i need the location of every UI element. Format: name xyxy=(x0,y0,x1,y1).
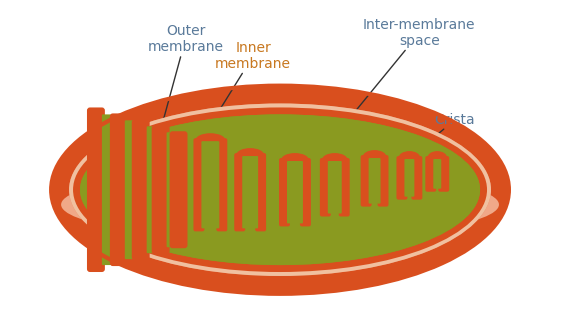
Ellipse shape xyxy=(69,103,491,276)
FancyBboxPatch shape xyxy=(397,156,407,200)
FancyBboxPatch shape xyxy=(202,141,219,228)
FancyBboxPatch shape xyxy=(287,161,303,223)
Ellipse shape xyxy=(398,151,421,165)
Text: Crista: Crista xyxy=(391,113,474,173)
Ellipse shape xyxy=(73,108,487,272)
FancyBboxPatch shape xyxy=(368,158,380,204)
FancyBboxPatch shape xyxy=(242,156,258,228)
FancyBboxPatch shape xyxy=(405,159,414,197)
FancyBboxPatch shape xyxy=(360,155,371,207)
FancyBboxPatch shape xyxy=(167,132,185,247)
FancyBboxPatch shape xyxy=(279,158,290,226)
Ellipse shape xyxy=(80,115,480,265)
FancyBboxPatch shape xyxy=(438,156,449,192)
Ellipse shape xyxy=(427,151,447,165)
FancyBboxPatch shape xyxy=(339,158,350,217)
FancyBboxPatch shape xyxy=(255,153,266,231)
Ellipse shape xyxy=(195,133,225,147)
FancyBboxPatch shape xyxy=(147,126,163,253)
FancyBboxPatch shape xyxy=(378,155,388,207)
Text: Matrix: Matrix xyxy=(288,111,332,182)
Ellipse shape xyxy=(61,170,499,239)
FancyBboxPatch shape xyxy=(328,161,342,213)
FancyBboxPatch shape xyxy=(234,153,245,231)
Ellipse shape xyxy=(80,115,480,265)
FancyBboxPatch shape xyxy=(102,115,119,265)
FancyBboxPatch shape xyxy=(320,158,331,217)
FancyBboxPatch shape xyxy=(132,119,150,260)
FancyBboxPatch shape xyxy=(194,138,205,231)
Ellipse shape xyxy=(322,153,348,167)
FancyBboxPatch shape xyxy=(110,114,128,266)
FancyBboxPatch shape xyxy=(425,156,436,192)
Ellipse shape xyxy=(236,148,264,162)
FancyBboxPatch shape xyxy=(170,131,187,248)
FancyBboxPatch shape xyxy=(152,125,170,254)
FancyBboxPatch shape xyxy=(87,108,105,272)
Ellipse shape xyxy=(51,85,509,294)
Ellipse shape xyxy=(51,85,509,294)
FancyBboxPatch shape xyxy=(217,138,227,231)
FancyBboxPatch shape xyxy=(411,156,422,200)
Text: Outer
membrane: Outer membrane xyxy=(147,24,223,145)
Ellipse shape xyxy=(363,150,387,164)
Ellipse shape xyxy=(69,103,491,276)
FancyBboxPatch shape xyxy=(300,158,311,226)
FancyBboxPatch shape xyxy=(433,159,441,189)
Text: Inner
membrane: Inner membrane xyxy=(195,41,291,150)
Ellipse shape xyxy=(281,153,309,167)
FancyBboxPatch shape xyxy=(125,120,141,259)
Text: Inter-membrane
space: Inter-membrane space xyxy=(342,18,476,128)
